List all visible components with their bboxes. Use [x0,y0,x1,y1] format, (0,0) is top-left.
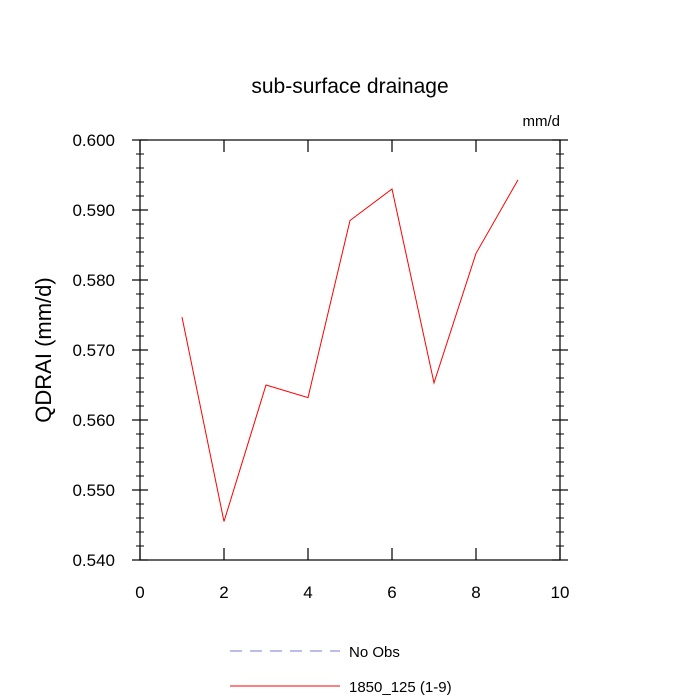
y-tick-label: 0.540 [72,551,115,570]
x-tick-label: 0 [135,583,144,602]
y-tick-label: 0.550 [72,481,115,500]
axis-ticks [132,139,568,561]
y-tick-label: 0.560 [72,411,115,430]
legend: No Obs 1850_125 (1-9) [230,644,452,696]
legend-label: 1850_125 (1-9) [349,679,452,696]
x-tick-label: 8 [471,583,480,602]
plot-frame [139,139,561,561]
x-tick-label: 6 [387,583,396,602]
axis-tick-labels: 0 2 4 6 8 10 0.540 0.550 0.560 0.570 0.580 0.590 0.6… [72,131,569,602]
y-axis-label: QDRAI (mm/d) [31,277,56,422]
y-tick-label: 0.600 [72,131,115,150]
x-tick-label: 2 [219,583,228,602]
units-label: mm/d [523,113,561,130]
chart-title: sub-surface drainage [251,75,448,98]
y-tick-label: 0.580 [72,271,115,290]
x-tick-label: 4 [303,583,312,602]
series-line [181,179,519,522]
x-tick-label: 10 [551,583,570,602]
data-series [181,179,519,522]
y-tick-label: 0.590 [72,201,115,220]
y-tick-label: 0.570 [72,341,115,360]
legend-label: No Obs [349,644,400,661]
